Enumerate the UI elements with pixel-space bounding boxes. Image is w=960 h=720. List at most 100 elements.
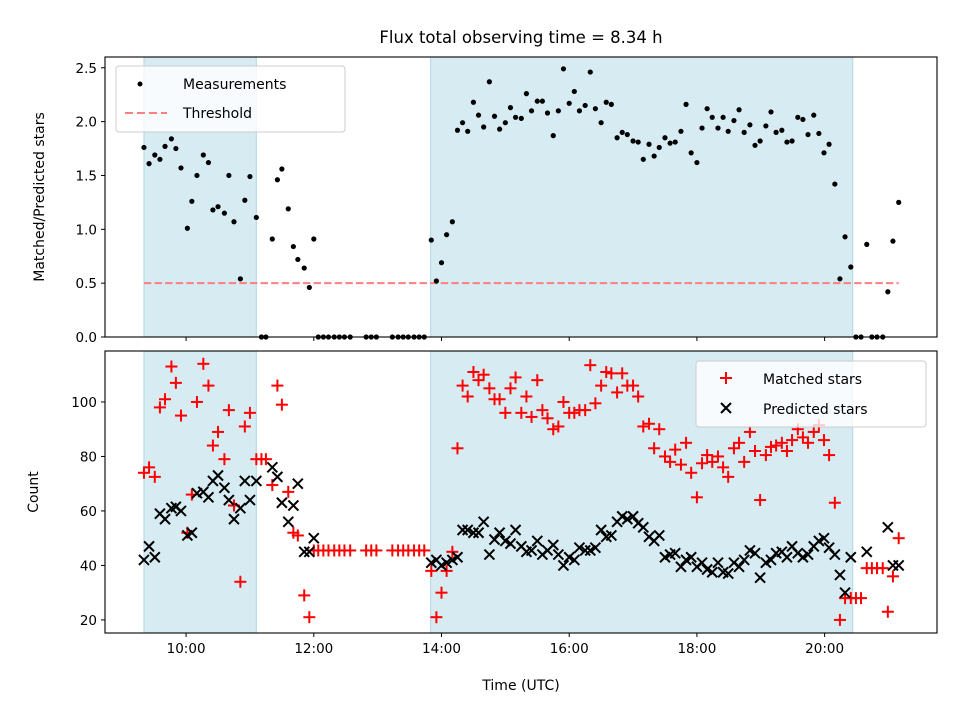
bottom-y-axis-label: Count: [26, 471, 42, 513]
predicted-star-point: [138, 554, 150, 566]
measurement-point: [189, 198, 195, 204]
measurement-point: [470, 99, 477, 105]
matched-star-point: [770, 439, 783, 452]
measurement-point: [741, 129, 747, 135]
predicted-star-point: [271, 471, 284, 483]
x-stroke-b: [802, 548, 814, 561]
measurement-point: [523, 91, 530, 97]
y-tick-label: 0.0: [76, 330, 97, 346]
measurement-point: [725, 128, 731, 134]
predicted-star-point: [483, 548, 496, 561]
matched-star-point: [881, 605, 894, 618]
x-stroke-b: [552, 548, 565, 561]
x-stroke-b: [228, 513, 240, 525]
y-tick-label: 2.0: [76, 115, 97, 131]
predicted-star-point: [451, 551, 464, 563]
x-stroke-b: [509, 524, 522, 536]
matched-star-point: [159, 393, 172, 406]
matched-star-point: [531, 374, 544, 387]
x-stroke-b: [308, 532, 320, 544]
measurement-point: [200, 152, 206, 158]
measurement-point: [518, 115, 524, 121]
matched-star-point: [218, 453, 231, 466]
x-stroke-b: [829, 548, 841, 561]
matched-star-point: [627, 379, 640, 392]
matched-star-point: [282, 485, 295, 498]
matched-star-point: [637, 420, 650, 433]
x-tick-label: 18:00: [677, 641, 716, 657]
matched-star-point: [738, 455, 751, 468]
measurement-point: [215, 204, 221, 210]
measurement-point: [582, 102, 588, 109]
measurement-point: [630, 138, 636, 144]
matched-star-point: [169, 376, 182, 389]
measurement-point: [221, 210, 228, 216]
predicted-star-point: [675, 561, 687, 573]
x-stroke-b: [149, 551, 161, 563]
x-stroke-b: [212, 469, 224, 482]
x-stroke-b: [515, 540, 528, 553]
measurement-point: [832, 181, 838, 187]
legend-predicted-label: Predicted stars: [763, 402, 868, 418]
measurement-point: [587, 69, 593, 75]
predicted-star-point: [547, 539, 559, 551]
predicted-star-point: [308, 532, 320, 544]
measurement-point: [715, 125, 721, 131]
matched-star-point: [493, 393, 506, 406]
legend-measurements-label: Measurements: [183, 77, 286, 93]
measurement-point: [635, 139, 641, 145]
measurement-point: [789, 138, 795, 144]
matched-star-point: [472, 374, 485, 387]
x-stroke-b: [282, 516, 294, 528]
x-stroke-b: [621, 513, 634, 525]
predicted-star-point: [149, 551, 161, 563]
x-stroke-b: [287, 499, 300, 512]
measurement-point: [269, 236, 275, 242]
top-legend: Measurements Threshold: [115, 65, 346, 133]
x-stroke-b: [244, 494, 256, 506]
matched-star-point: [886, 570, 899, 583]
x-stroke-b: [701, 563, 713, 576]
x-stroke-b: [154, 507, 166, 520]
measurement-point: [205, 159, 212, 166]
matched-star-point: [197, 357, 210, 370]
bottom-legend: Matched stars Predicted stars: [695, 360, 927, 428]
matched-star-point: [461, 390, 474, 403]
matched-star-point: [674, 458, 687, 471]
x-tick-label: 16:00: [550, 641, 589, 657]
matched-star-point: [817, 434, 830, 447]
matched-star-point: [717, 461, 730, 474]
predicted-star-point: [568, 554, 581, 566]
measurement-point: [763, 123, 769, 129]
matched-star-point: [483, 382, 496, 395]
y-tick-label: 80: [80, 449, 97, 465]
x-stroke-b: [461, 524, 474, 536]
x-stroke-b: [568, 554, 581, 566]
predicted-star-point: [733, 561, 745, 573]
measurement-point: [619, 129, 625, 135]
matched-star-point: [148, 470, 161, 483]
x-stroke-b: [557, 559, 570, 572]
matched-star-point: [680, 436, 693, 449]
predicted-star-point: [861, 546, 873, 558]
x-stroke-b: [579, 544, 591, 557]
predicted-star-point: [892, 559, 905, 572]
top-panel: 0.0 0.5 1.0 1.5 2.0 2.5 Matched/Predicted sta…: [32, 56, 938, 346]
measurement-point: [592, 106, 598, 112]
predicted-star-point: [557, 559, 570, 572]
measurement-point: [566, 100, 572, 106]
predicted-star-point: [712, 556, 724, 569]
y-tick-label: 60: [80, 504, 97, 520]
matched-star-point: [504, 382, 517, 395]
matched-star-point: [584, 359, 597, 372]
measurement-point: [454, 127, 461, 133]
matched-star-point: [775, 436, 788, 449]
matched-star-point: [271, 379, 284, 392]
measurement-point: [210, 207, 216, 213]
matched-star-point: [536, 404, 549, 417]
matched-star-point: [425, 564, 438, 577]
y-tick-label: 0.5: [76, 276, 97, 292]
measurement-point: [512, 114, 519, 120]
x-stroke-b: [834, 569, 846, 581]
measurement-point: [295, 256, 301, 263]
